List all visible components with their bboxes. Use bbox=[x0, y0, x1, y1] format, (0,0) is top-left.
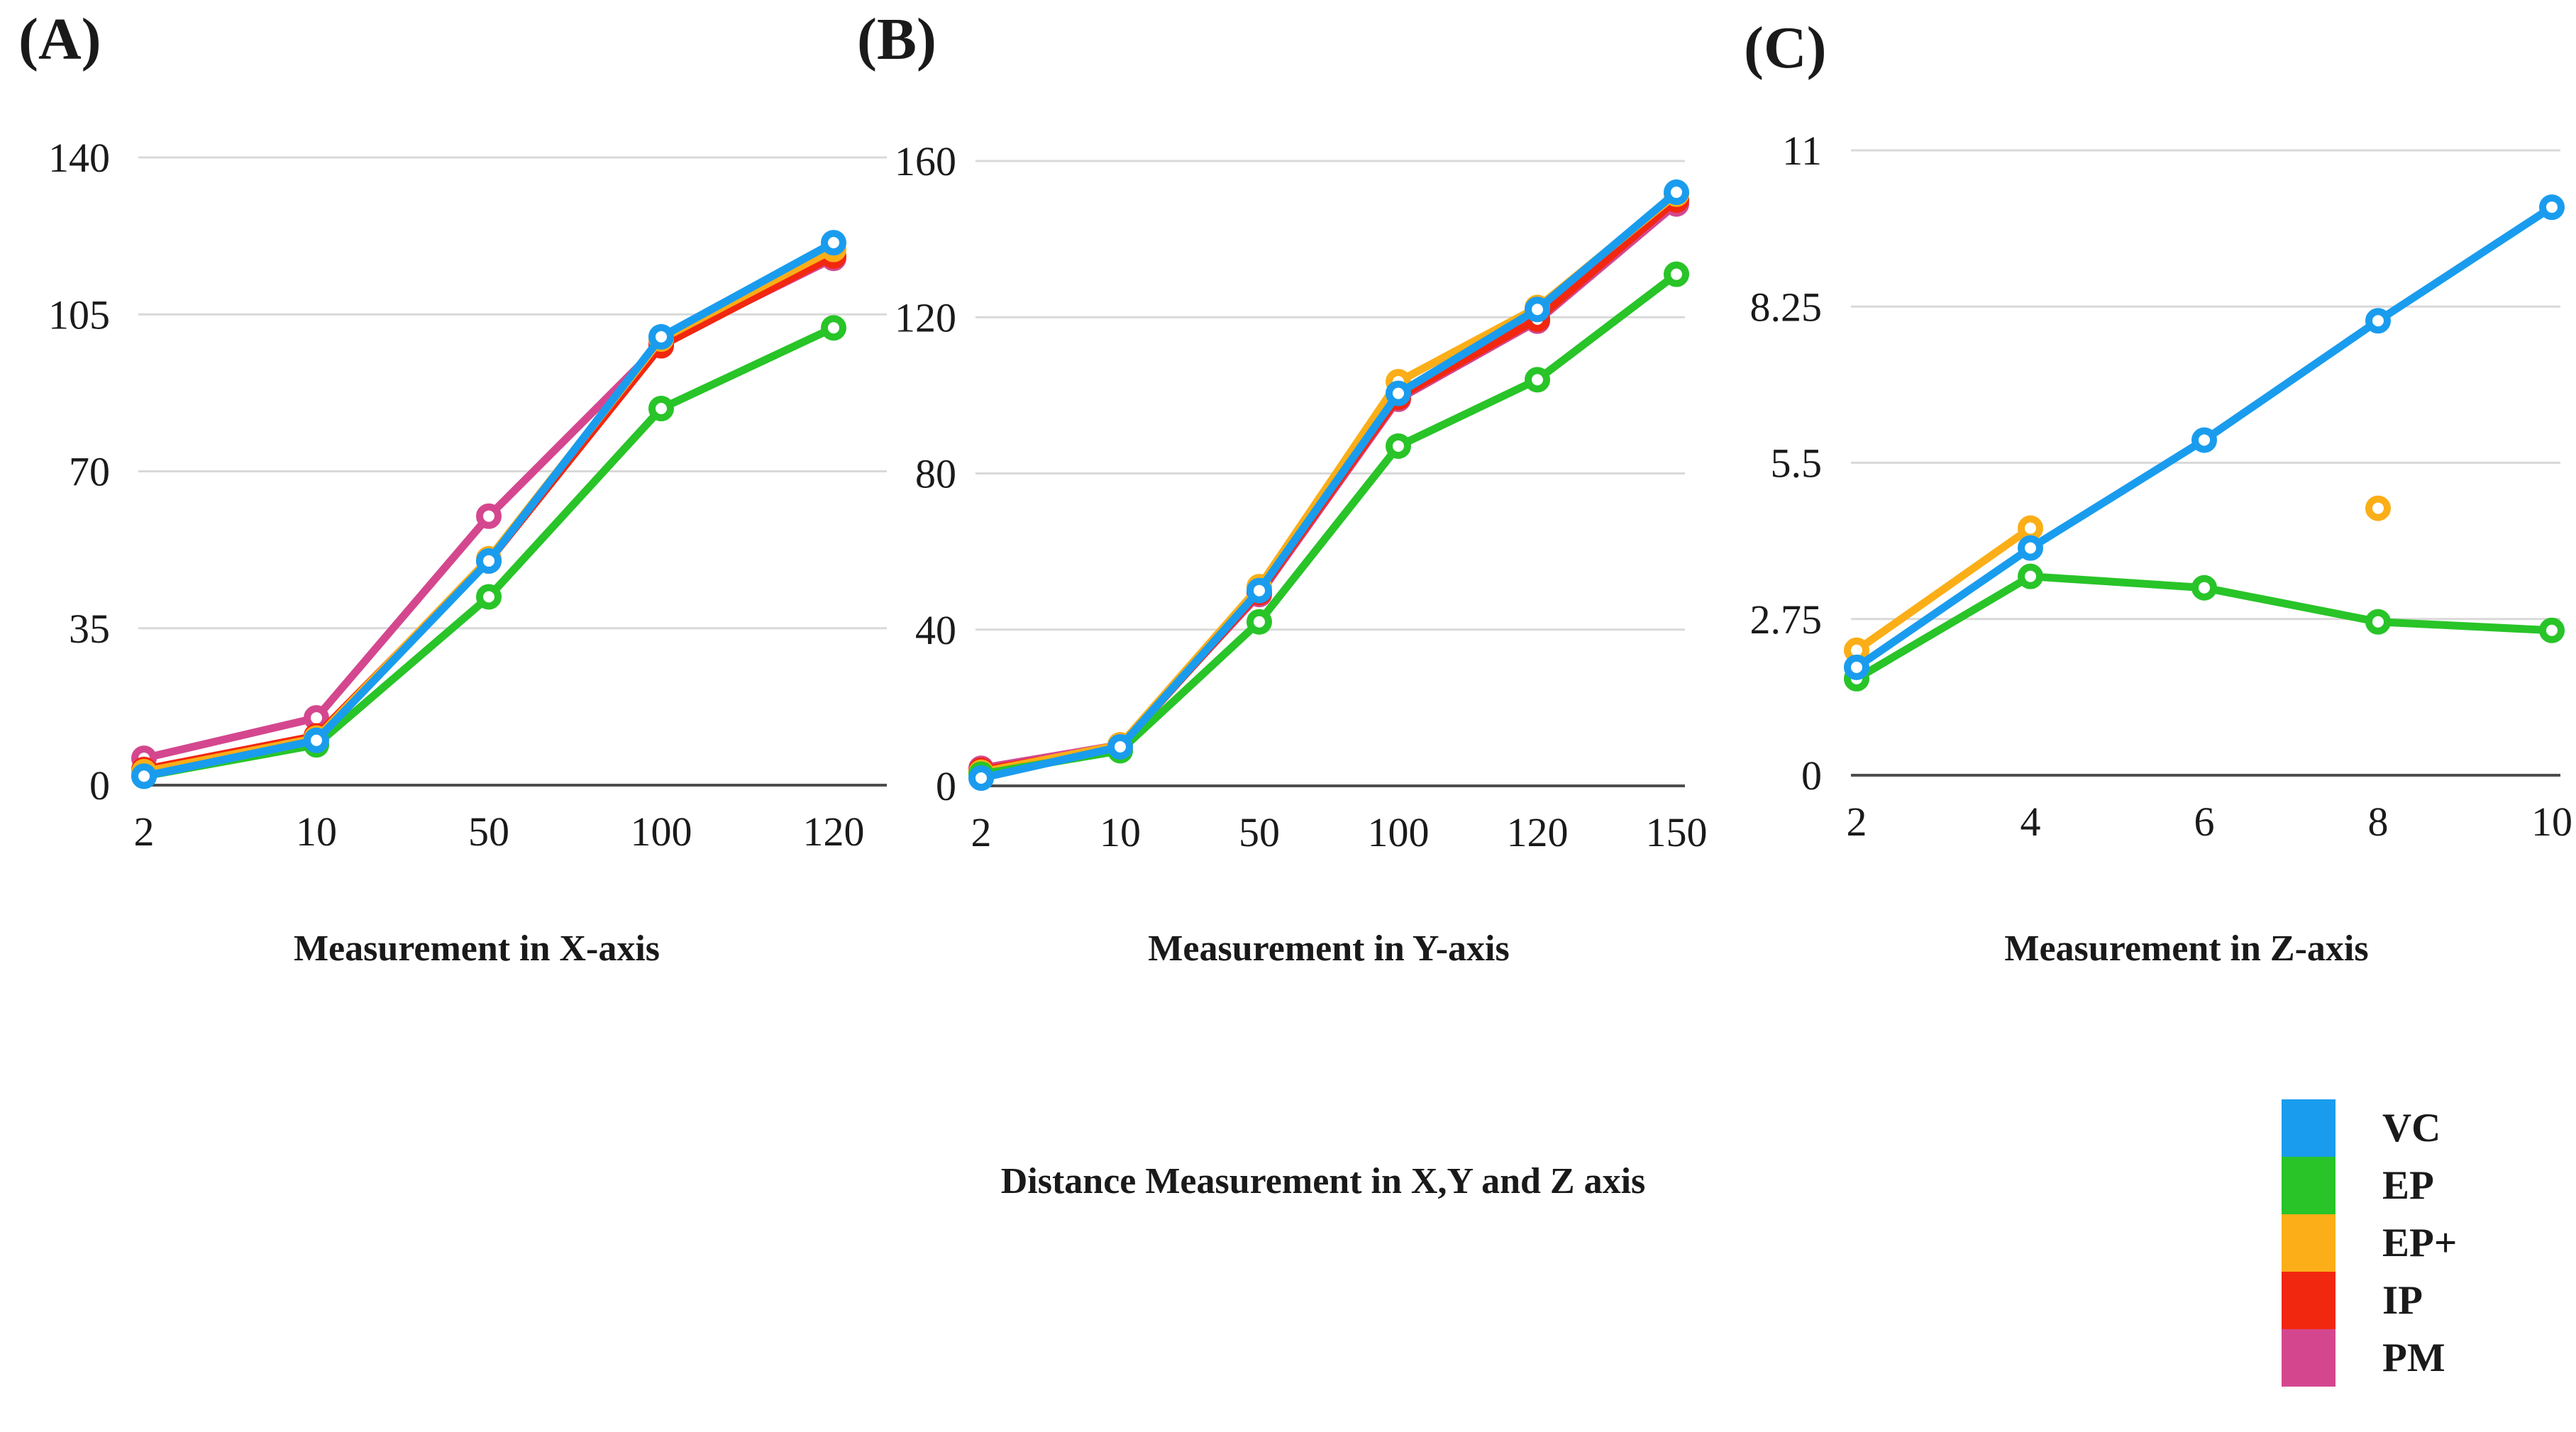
y-tick-label: 0 bbox=[1801, 753, 1822, 799]
legend-label-ep-plus: EP+ bbox=[2382, 1221, 2458, 1265]
y-tick-label: 8.25 bbox=[1750, 284, 1823, 330]
data-point-VC bbox=[476, 548, 502, 574]
panel-label-b: (B) bbox=[857, 6, 936, 72]
x-tick-label: 50 bbox=[1239, 809, 1280, 855]
y-tick-label: 140 bbox=[48, 135, 110, 181]
data-point-VC bbox=[1107, 733, 1133, 760]
y-tick-label: 35 bbox=[69, 606, 110, 652]
data-point-EP bbox=[1664, 261, 1689, 287]
y-tick-label: 5.5 bbox=[1771, 440, 1823, 487]
legend-swatch-vc bbox=[2282, 1099, 2335, 1157]
legend-row-ip: IP bbox=[2282, 1272, 2457, 1329]
legend-row-pm: PM bbox=[2282, 1329, 2457, 1387]
y-tick-label: 120 bbox=[895, 294, 956, 340]
data-point-EP bbox=[476, 584, 502, 610]
data-point-VC bbox=[1664, 179, 1689, 206]
legend: VC EP EP+ IP PM bbox=[2282, 1099, 2457, 1387]
x-tick-label: 50 bbox=[468, 809, 509, 855]
x-tick-label: 2 bbox=[134, 809, 155, 855]
panel-label-a: (A) bbox=[18, 6, 101, 72]
data-point-PM bbox=[476, 503, 502, 529]
data-point-EP+ bbox=[2365, 495, 2391, 521]
legend-swatch-ep bbox=[2282, 1157, 2335, 1214]
y-tick-label: 0 bbox=[936, 763, 956, 809]
x-tick-label: 10 bbox=[2531, 799, 2572, 845]
legend-row-vc: VC bbox=[2282, 1099, 2457, 1157]
x-tick-label: 150 bbox=[1646, 809, 1708, 855]
data-point-VC bbox=[648, 323, 674, 350]
data-point-VC bbox=[1246, 577, 1272, 604]
chart-panel-b: 0 40 80 120 160 2 10 50 100 120 150 bbox=[895, 138, 1708, 855]
x-tick-label: 120 bbox=[803, 809, 865, 855]
y-tick-label: 2.75 bbox=[1750, 596, 1823, 643]
axis-title-x: Measurement in X-axis bbox=[293, 928, 660, 969]
legend-swatch-ep-plus bbox=[2282, 1214, 2335, 1272]
data-point-EP bbox=[2539, 617, 2565, 643]
y-tick-label: 70 bbox=[69, 449, 110, 495]
figure-title: Distance Measurement in X,Y and Z axis bbox=[1000, 1161, 1646, 1201]
data-point-EP bbox=[1525, 367, 1550, 393]
panel-label-c: (C) bbox=[1744, 15, 1827, 81]
data-point-VC bbox=[2539, 194, 2565, 221]
data-point-VC bbox=[1386, 380, 1411, 406]
legend-row-ep: EP bbox=[2282, 1157, 2457, 1214]
data-point-VC bbox=[1525, 296, 1550, 323]
data-point-VC bbox=[1844, 654, 1869, 680]
data-point-VC bbox=[821, 230, 846, 256]
data-point-EP bbox=[821, 315, 846, 341]
chart-panel-a: 0 35 70 105 140 2 10 50 100 120 bbox=[48, 135, 887, 855]
data-point-EP bbox=[1246, 609, 1272, 635]
series-line-VC bbox=[977, 188, 1681, 782]
y-tick-label: 11 bbox=[1782, 128, 1822, 174]
y-tick-label: 0 bbox=[89, 762, 110, 809]
y-tick-label: 105 bbox=[48, 292, 110, 338]
data-point-EP bbox=[2191, 575, 2217, 601]
x-tick-label: 4 bbox=[2021, 799, 2041, 845]
legend-label-ip: IP bbox=[2382, 1278, 2423, 1323]
legend-swatch-ip bbox=[2282, 1272, 2335, 1329]
data-point-EP bbox=[2365, 609, 2391, 635]
x-tick-label: 2 bbox=[971, 809, 992, 855]
x-tick-label: 10 bbox=[1100, 809, 1141, 855]
legend-label-vc: VC bbox=[2382, 1106, 2441, 1150]
chart-panel-c: 0 2.75 5.5 8.25 11 2 4 6 8 10 bbox=[1750, 128, 2573, 845]
x-tick-label: 100 bbox=[1368, 809, 1430, 855]
series-line-EP+ bbox=[1852, 524, 2035, 655]
x-tick-label: 120 bbox=[1507, 809, 1569, 855]
axis-title-z: Measurement in Z-axis bbox=[2004, 928, 2369, 969]
x-tick-label: 2 bbox=[1847, 799, 1867, 845]
data-point-VC bbox=[2191, 427, 2217, 453]
data-point-VC bbox=[2018, 535, 2043, 561]
legend-label-ep: EP bbox=[2382, 1163, 2434, 1208]
data-point-EP bbox=[648, 396, 674, 421]
data-point-EP bbox=[1386, 433, 1411, 459]
series-line-EP bbox=[977, 270, 1681, 778]
data-point-VC bbox=[2365, 308, 2391, 334]
y-tick-label: 80 bbox=[915, 451, 956, 497]
data-point-VC bbox=[968, 765, 994, 791]
x-tick-label: 10 bbox=[296, 809, 337, 855]
data-point-EP+ bbox=[2018, 515, 2043, 541]
y-tick-label: 40 bbox=[915, 607, 956, 653]
legend-label-pm: PM bbox=[2382, 1336, 2445, 1380]
data-point-EP bbox=[2018, 563, 2043, 589]
legend-swatch-pm bbox=[2282, 1329, 2335, 1387]
data-point-VC bbox=[304, 727, 329, 753]
axis-title-y: Measurement in Y-axis bbox=[1148, 928, 1510, 969]
x-tick-label: 100 bbox=[631, 809, 692, 855]
y-tick-label: 160 bbox=[895, 138, 956, 184]
x-tick-label: 6 bbox=[2194, 799, 2215, 845]
legend-row-ep-plus: EP+ bbox=[2282, 1214, 2457, 1272]
data-point-VC bbox=[131, 763, 157, 789]
x-tick-label: 8 bbox=[2368, 799, 2389, 845]
